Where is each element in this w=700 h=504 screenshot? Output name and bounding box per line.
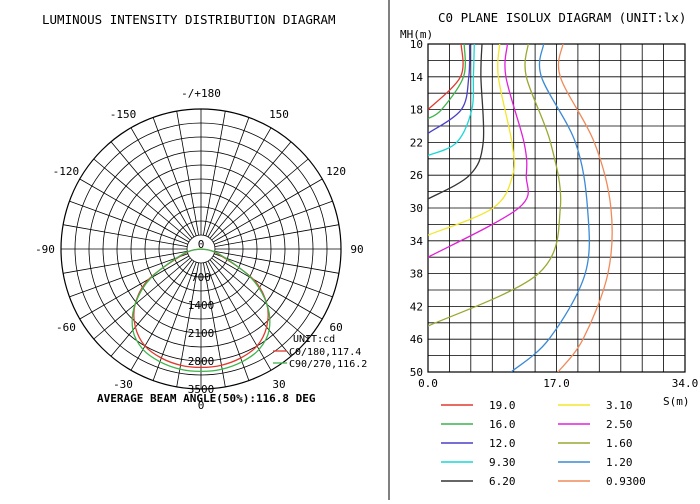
polar-angle-label: 90: [350, 243, 363, 256]
isolux-contour-16.0: [428, 44, 467, 120]
isolux-legend-label: 2.50: [606, 418, 633, 431]
isolux-y-tick-label: 10: [410, 38, 423, 51]
polar-angle-label: -120: [53, 165, 80, 178]
polar-radial-tick-label: 1400: [188, 299, 215, 312]
polar-grid-spoke: [63, 251, 188, 274]
isolux-y-tick-label: 14: [410, 71, 424, 84]
isolux-contours: [428, 44, 613, 372]
isolux-x-tick-label: 17.0: [543, 377, 570, 390]
polar-grid-spoke: [209, 259, 292, 357]
isolux-legend-label: 1.60: [606, 437, 633, 450]
isolux-legend-label: 9.30: [489, 456, 516, 469]
isolux-x-tick-label: 0.0: [418, 377, 438, 390]
polar-angle-label: -30: [113, 378, 133, 391]
isolux-plot-border: [427, 43, 686, 373]
polar-grid-spoke: [205, 262, 250, 381]
polar-legend-label: C90/270,116.2: [289, 359, 367, 370]
polar-angle-label: 30: [272, 378, 285, 391]
polar-grid-spoke: [63, 224, 188, 247]
polar-grid-spoke: [205, 117, 250, 236]
isolux-contour-12.0: [428, 44, 471, 134]
polar-angle-label: 120: [326, 165, 346, 178]
polar-grid-spoke: [152, 117, 197, 236]
isolux-legend-label: 1.20: [606, 456, 633, 469]
polar-grid-spoke: [110, 141, 193, 239]
isolux-x-axis-label: S(m): [663, 395, 690, 408]
polar-unit-label: UNIT:cd: [293, 334, 335, 345]
polar-grid-spoke: [130, 127, 195, 238]
isolux-contour-19.0: [428, 44, 464, 111]
polar-angle-label: -150: [110, 108, 137, 121]
polar-radial-tick-label: 0: [198, 238, 205, 251]
polar-grid-spoke: [211, 257, 309, 340]
isolux-y-tick-label: 26: [410, 169, 423, 182]
isolux-contour-9.30: [428, 44, 475, 157]
isolux-legend-label: 0.9300: [606, 475, 646, 488]
isolux-x-tick-label: 34.0: [672, 377, 699, 390]
isolux-title: C0 PLANE ISOLUX DIAGRAM (UNIT:lx): [438, 10, 686, 25]
polar-grid-spoke: [79, 178, 190, 243]
polar-grid-spoke: [69, 200, 188, 245]
polar-grid-spoke: [207, 260, 272, 371]
polar-grid-spoke: [212, 255, 323, 320]
polar-legend-label: C0/180,117.4: [289, 347, 361, 358]
isolux-legend-label: 3.10: [606, 399, 633, 412]
polar-grid-spoke: [214, 200, 333, 245]
polar-grid-spoke: [110, 259, 193, 357]
isolux-y-tick-label: 22: [410, 136, 423, 149]
polar-grid-spoke: [212, 178, 323, 243]
polar-grid-spoke: [214, 251, 339, 274]
isolux-y-tick-label: 42: [410, 300, 423, 313]
polar-grid-spoke: [93, 158, 191, 241]
polar-grid-spoke: [203, 262, 226, 387]
polar-grid-spoke: [214, 224, 339, 247]
polar-series-c90-270: [131, 248, 271, 373]
isolux-contour-3.10: [428, 44, 516, 236]
isolux-contour-2.50: [428, 44, 529, 258]
isolux-contour-1.60: [428, 44, 562, 327]
isolux-y-tick-label: 30: [410, 202, 423, 215]
polar-grid-spoke: [214, 253, 333, 298]
isolux-y-tick-label: 18: [410, 104, 423, 117]
isolux-legend-label: 6.20: [489, 475, 516, 488]
isolux-y-axis-label: MH(m): [400, 28, 433, 41]
polar-radial-tick-label: 3500: [188, 383, 215, 396]
polar-radial-tick-label: 2100: [188, 327, 215, 340]
polar-radial-tick-label: 700: [191, 271, 211, 284]
polar-diagram: -/+180 -150 150 -120 120 -90 90 -60 60 -30 30 0 0 700…: [35, 87, 367, 412]
polar-angle-label: 0: [198, 399, 205, 412]
isolux-diagram: 10 14 18 22 26 30 34 38 42 46 500.0 17.0 34.0 19.0 16.…: [410, 38, 699, 488]
isolux-y-tick-label: 50: [410, 366, 423, 379]
isolux-y-tick-label: 46: [410, 333, 423, 346]
polar-grid-spoke: [79, 255, 190, 320]
polar-grid-spoke: [130, 260, 195, 371]
isolux-y-tick-label: 34: [410, 235, 424, 248]
polar-grid-spoke: [203, 111, 226, 236]
isolux-legend-label: 12.0: [489, 437, 516, 450]
polar-angle-label: -90: [35, 243, 55, 256]
polar-grid-spoke: [207, 127, 272, 238]
polar-grid-spoke: [176, 262, 199, 387]
isolux-legend-label: 16.0: [489, 418, 516, 431]
isolux-y-tick-label: 38: [410, 268, 423, 281]
isolux-contour-1.20: [510, 44, 590, 372]
polar-grid-spoke: [152, 262, 197, 381]
polar-grid-spoke: [93, 257, 191, 340]
isolux-contour-0.9300: [557, 44, 613, 372]
polar-angle-label: -/+180: [181, 87, 221, 100]
polar-angle-label: 150: [269, 108, 289, 121]
beam-angle-footer: AVERAGE BEAM ANGLE(50%):116.8 DEG: [97, 392, 316, 405]
isolux-contour-6.20: [428, 44, 485, 200]
polar-title: LUMINOUS INTENSITY DISTRIBUTION DIAGRAM: [42, 12, 336, 27]
polar-grid-spoke: [211, 158, 309, 241]
polar-grid-spoke: [209, 141, 292, 239]
polar-angle-label: -60: [56, 321, 76, 334]
polar-grid-spoke: [69, 253, 188, 298]
polar-radial-tick-label: 2800: [188, 355, 215, 368]
polar-angle-label: 60: [329, 321, 342, 334]
isolux-legend-label: 19.0: [489, 399, 516, 412]
polar-grid-spoke: [176, 111, 199, 236]
